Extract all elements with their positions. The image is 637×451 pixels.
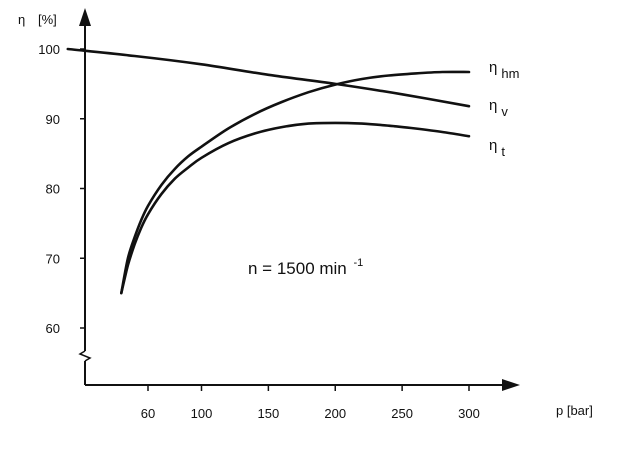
- curve-label-symbol: η: [489, 59, 497, 76]
- curve-label-symbol: η: [489, 97, 497, 114]
- x-tick-label-150: 150: [258, 406, 280, 421]
- x-tick-label-100: 100: [191, 406, 213, 421]
- y-axis-unit: [%]: [38, 12, 57, 27]
- curve-label-subscript: v: [501, 104, 508, 119]
- x-tick-label-200: 200: [324, 406, 346, 421]
- y-ticks: 60 70 80 90 100: [38, 42, 85, 336]
- x-tick-label-60: 60: [141, 406, 155, 421]
- curve-label-subscript: t: [501, 144, 505, 159]
- curve-eta-v: [66, 47, 471, 108]
- y-axis-break: [78, 350, 92, 362]
- curves: [66, 47, 471, 295]
- y-axis-symbol: η: [18, 12, 25, 27]
- curve-label-symbol: η: [489, 137, 497, 154]
- speed-annotation-sup: -1: [354, 257, 364, 269]
- x-ticks: 60 100 150 200 250 300: [141, 385, 480, 421]
- x-axis-arrow: [502, 379, 520, 391]
- y-tick-label-100: 100: [38, 42, 60, 57]
- axes: [78, 8, 520, 391]
- curve-label-eta-hm: η hm: [489, 59, 519, 81]
- curve-eta-t: [120, 121, 471, 295]
- y-tick-label-80: 80: [46, 182, 60, 197]
- y-axis-arrow: [79, 8, 91, 26]
- speed-annotation-text: n = 1500 min: [248, 259, 347, 278]
- x-tick-label-250: 250: [391, 406, 413, 421]
- y-tick-label-90: 90: [46, 112, 60, 127]
- y-tick-label-70: 70: [46, 251, 60, 266]
- x-axis-title: p [bar]: [556, 403, 593, 418]
- curve-eta-hm: [120, 70, 471, 295]
- speed-annotation: n = 1500 min -1: [248, 257, 363, 278]
- curve-labels: η hmη vη t: [489, 59, 519, 159]
- y-tick-label-60: 60: [46, 321, 60, 336]
- curve-label-subscript: hm: [501, 66, 519, 81]
- x-tick-label-300: 300: [458, 406, 480, 421]
